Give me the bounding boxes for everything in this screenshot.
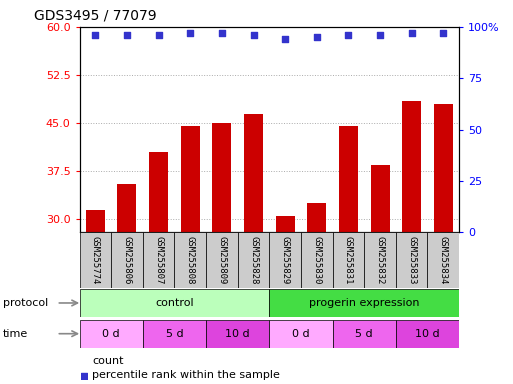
Bar: [174, 232, 206, 288]
Bar: [181, 126, 200, 384]
Text: GDS3495 / 77079: GDS3495 / 77079: [34, 9, 156, 23]
Point: [376, 32, 384, 38]
Bar: [238, 232, 269, 288]
Bar: [332, 320, 396, 348]
Text: 5 d: 5 d: [166, 329, 183, 339]
Text: GSM255829: GSM255829: [281, 236, 290, 284]
Bar: [80, 289, 269, 317]
Text: GSM255808: GSM255808: [186, 236, 195, 284]
Bar: [275, 216, 294, 384]
Point: [123, 32, 131, 38]
Point: [344, 32, 352, 38]
Bar: [269, 320, 332, 348]
Text: GSM255834: GSM255834: [439, 236, 448, 284]
Text: 10 d: 10 d: [415, 329, 440, 339]
Bar: [364, 232, 396, 288]
Text: GSM255832: GSM255832: [376, 236, 385, 284]
Bar: [307, 204, 326, 384]
Text: GSM255833: GSM255833: [407, 236, 416, 284]
Point: [312, 34, 321, 40]
Bar: [206, 320, 269, 348]
Bar: [434, 104, 453, 384]
Text: 0 d: 0 d: [292, 329, 310, 339]
Text: protocol: protocol: [3, 298, 48, 308]
Point: [249, 32, 258, 38]
Bar: [80, 320, 143, 348]
Text: count: count: [92, 356, 124, 366]
Bar: [269, 232, 301, 288]
Text: GSM255807: GSM255807: [154, 236, 163, 284]
Bar: [117, 184, 136, 384]
Point: [439, 30, 447, 36]
Bar: [332, 232, 364, 288]
Point: [80, 372, 88, 379]
Bar: [301, 232, 332, 288]
Text: 5 d: 5 d: [356, 329, 373, 339]
Text: GSM255806: GSM255806: [123, 236, 131, 284]
Point: [218, 30, 226, 36]
Text: GSM255830: GSM255830: [312, 236, 321, 284]
Text: GSM255828: GSM255828: [249, 236, 258, 284]
Text: GSM255809: GSM255809: [218, 236, 226, 284]
Point: [281, 36, 289, 42]
Bar: [339, 126, 358, 384]
Text: percentile rank within the sample: percentile rank within the sample: [92, 370, 280, 380]
Bar: [212, 123, 231, 384]
Bar: [370, 165, 389, 384]
Point: [186, 30, 194, 36]
Point: [154, 32, 163, 38]
Bar: [143, 232, 174, 288]
Text: GSM255831: GSM255831: [344, 236, 353, 284]
Text: GSM255774: GSM255774: [91, 236, 100, 284]
Bar: [396, 232, 427, 288]
Bar: [80, 232, 111, 288]
Bar: [86, 210, 105, 384]
Text: 10 d: 10 d: [225, 329, 250, 339]
Bar: [427, 232, 459, 288]
Text: 0 d: 0 d: [102, 329, 120, 339]
Bar: [111, 232, 143, 288]
Bar: [269, 289, 459, 317]
Bar: [206, 232, 238, 288]
Bar: [402, 101, 421, 384]
Text: progerin expression: progerin expression: [309, 298, 420, 308]
Point: [91, 32, 100, 38]
Bar: [244, 114, 263, 384]
Bar: [149, 152, 168, 384]
Text: control: control: [155, 298, 194, 308]
Bar: [396, 320, 459, 348]
Point: [407, 30, 416, 36]
Text: time: time: [3, 329, 28, 339]
Bar: [143, 320, 206, 348]
